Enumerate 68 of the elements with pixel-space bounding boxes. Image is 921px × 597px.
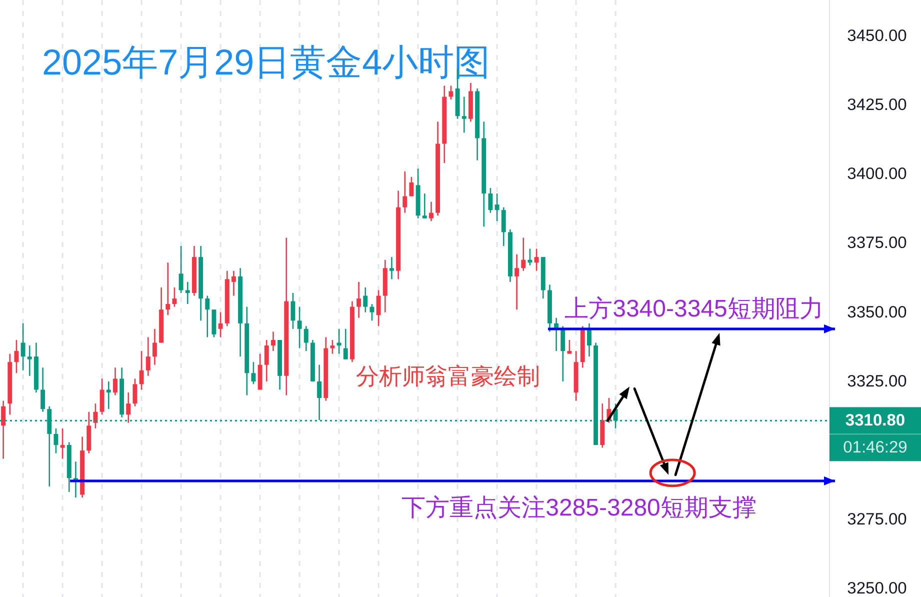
- candlestick: [270, 331, 276, 352]
- candlestick: [317, 364, 322, 421]
- candlestick: [40, 366, 46, 412]
- candlestick: [363, 286, 368, 313]
- candlestick: [514, 254, 520, 310]
- candlestick: [251, 361, 256, 385]
- candlestick: [336, 328, 342, 354]
- candlestick: [54, 428, 58, 454]
- candlestick: [27, 344, 32, 377]
- candlestick: [1, 400, 6, 460]
- ref-line-label: 下方重点关注3285-3280短期支撑: [402, 494, 756, 522]
- candlestick: [166, 262, 170, 316]
- candlestick: [172, 286, 177, 308]
- candlestick: [60, 428, 65, 460]
- text: 01:46:29: [843, 438, 908, 457]
- candlestick: [343, 328, 348, 360]
- y-tick-label: 3275.00: [847, 510, 907, 529]
- candlestick: [126, 392, 131, 424]
- candlestick: [231, 270, 236, 296]
- candlestick: [501, 206, 506, 247]
- candlestick: [567, 339, 572, 354]
- y-tick-label: 3350.00: [847, 303, 907, 322]
- candlestick: [290, 292, 296, 330]
- y-tick-label: 3325.00: [847, 372, 907, 390]
- candlestick: [264, 339, 269, 382]
- candlestick: [528, 248, 532, 266]
- candlestick: [494, 192, 500, 222]
- candlestick: [560, 325, 566, 382]
- candlestick: [356, 281, 362, 318]
- ref-line-label: 3310.80: [845, 412, 906, 430]
- candlestick: [139, 350, 144, 390]
- annotation: 分析师翁富豪绘制: [356, 363, 540, 389]
- candlestick: [448, 85, 454, 100]
- candlestick: [428, 201, 434, 222]
- candlestick: [534, 248, 539, 272]
- candlestick: [14, 339, 19, 374]
- candlestick: [462, 96, 466, 134]
- candlestick: [100, 378, 104, 416]
- candlestick: [112, 366, 118, 396]
- candlestick: [409, 176, 414, 197]
- candlestick: [422, 192, 427, 219]
- y-tick-label: 3400.00: [847, 165, 907, 184]
- candlestick: [521, 237, 526, 272]
- candlestick: [205, 295, 210, 338]
- candlestick: [20, 322, 26, 372]
- candlestick: [178, 245, 184, 294]
- y-tick-label: 3375.00: [847, 234, 907, 252]
- y-tick-label: 3425.00: [847, 96, 907, 114]
- candlestick: [93, 402, 98, 430]
- candlestick: [376, 290, 381, 327]
- candlestick: [586, 322, 592, 358]
- candlestick: [304, 325, 308, 352]
- text: 2025年7月29日黄金4小时图: [42, 42, 490, 82]
- candlestick: [370, 303, 374, 322]
- candlestick: [185, 281, 190, 305]
- candlestick: [146, 336, 150, 377]
- ref-line-label: 上方3340-3345短期阻力: [564, 295, 824, 322]
- candlestick: [132, 378, 138, 407]
- candlestick: [297, 306, 302, 349]
- candlestick: [106, 380, 111, 410]
- candlestick: [389, 256, 394, 280]
- candlestick: [330, 339, 335, 354]
- y-tick-label: 3250.00: [847, 580, 907, 597]
- candlestick: [402, 170, 408, 214]
- candlestick: [488, 187, 493, 214]
- candlestick: [152, 328, 157, 366]
- candlestick: [218, 312, 223, 338]
- y-tick-label: 3450.00: [847, 26, 907, 45]
